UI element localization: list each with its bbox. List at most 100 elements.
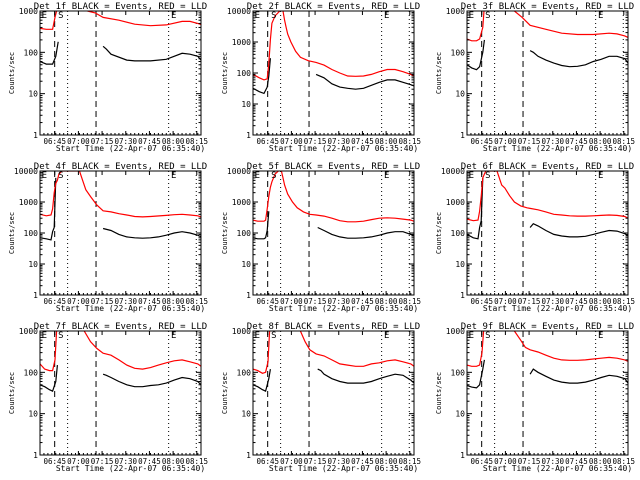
x-tick-label: 07:30 <box>541 297 564 306</box>
events-series-line <box>467 177 628 240</box>
y-tick-label: 1000 <box>19 7 38 16</box>
y-tick-label: 1 <box>33 451 38 460</box>
interval-marker-label: E <box>598 11 603 21</box>
x-tick-label: 07:00 <box>280 297 303 306</box>
interval-marker-label: E <box>42 11 47 21</box>
panel-2: Det 2f BLACK = Events, RED = LLD Counts/s… <box>221 2 421 153</box>
x-tick-label: 08:15 <box>185 137 208 146</box>
y-axis-label: Counts/sec <box>8 52 16 94</box>
panel-9: Det 9f BLACK = Events, RED = LLD Counts/s… <box>435 322 635 473</box>
x-tick-label: 07:30 <box>114 297 137 306</box>
x-tick-label: 06:45 <box>43 297 66 306</box>
interval-marker-label: E <box>384 331 389 341</box>
x-tick-label: 08:15 <box>185 297 208 306</box>
x-tick-label: 08:00 <box>375 137 398 146</box>
interval-marker-label: E <box>598 331 603 341</box>
y-tick-label: 1000 <box>446 198 465 207</box>
x-tick-label: 07:00 <box>494 137 517 146</box>
y-tick-label: 100 <box>451 229 466 238</box>
interval-marker-label: E <box>469 171 474 181</box>
x-tick-label: 07:30 <box>327 297 350 306</box>
interval-marker-label: S <box>485 11 490 21</box>
lld-series-line <box>40 11 201 30</box>
x-tick-label: 08:15 <box>185 457 208 466</box>
panel-title: Det 1f BLACK = Events, RED = LLD <box>34 2 207 12</box>
x-axis-label: Start Time (22-Apr-07 06:35:40) <box>56 464 205 473</box>
lld-series-line <box>253 171 414 223</box>
y-tick-label: 10 <box>241 410 251 419</box>
interval-marker-label: S <box>58 331 63 341</box>
interval-marker-label: S <box>271 11 276 21</box>
x-axis-label: Start Time (22-Apr-07 06:35:40) <box>56 144 205 153</box>
interval-marker-label: E <box>255 331 260 341</box>
y-tick-label: 10 <box>455 410 465 419</box>
x-tick-label: 08:15 <box>612 297 635 306</box>
y-tick-label: 10 <box>455 90 465 99</box>
y-axis-label: Counts/sec <box>435 52 443 94</box>
x-tick-label: 06:45 <box>43 457 66 466</box>
panel-title: Det 8f BLACK = Events, RED = LLD <box>247 322 420 332</box>
panel-title: Det 7f BLACK = Events, RED = LLD <box>34 322 207 332</box>
interval-marker-label: S <box>58 171 63 181</box>
panel-3: Det 3f BLACK = Events, RED = LLD Counts/s… <box>435 2 635 153</box>
x-tick-label: 07:30 <box>327 137 350 146</box>
x-tick-label: 07:45 <box>138 137 161 146</box>
y-tick-label: 100 <box>24 368 39 377</box>
x-axis-label: Start Time (22-Apr-07 06:35:40) <box>483 144 632 153</box>
y-axis-label: Counts/sec <box>221 372 229 414</box>
lld-series-line <box>40 331 201 372</box>
x-tick-label: 07:45 <box>351 457 374 466</box>
x-tick-label: 06:45 <box>256 137 279 146</box>
interval-marker-label: E <box>384 171 389 181</box>
panel-1: Det 1f BLACK = Events, RED = LLD Counts/s… <box>8 2 208 153</box>
x-tick-label: 07:00 <box>494 297 517 306</box>
x-tick-label: 07:15 <box>518 137 541 146</box>
events-series-line <box>253 211 414 240</box>
x-tick-label: 07:30 <box>114 137 137 146</box>
x-tick-label: 06:45 <box>470 457 493 466</box>
y-axis-label: Counts/sec <box>221 52 229 94</box>
x-tick-label: 07:15 <box>304 457 327 466</box>
y-tick-label: 1 <box>246 131 251 140</box>
interval-marker-label: S <box>485 331 490 341</box>
x-tick-label: 07:30 <box>327 457 350 466</box>
x-tick-label: 07:00 <box>67 297 90 306</box>
y-axis-label: Counts/sec <box>8 212 16 254</box>
y-tick-label: 1000 <box>232 38 251 47</box>
lld-series-line <box>253 331 414 374</box>
x-tick-label: 07:00 <box>494 457 517 466</box>
interval-marker-label: E <box>469 331 474 341</box>
y-tick-label: 10000 <box>227 7 251 16</box>
x-tick-label: 06:45 <box>256 457 279 466</box>
x-tick-label: 07:45 <box>138 457 161 466</box>
x-axis-label: Start Time (22-Apr-07 06:35:40) <box>483 464 632 473</box>
x-tick-label: 08:00 <box>162 297 185 306</box>
y-tick-label: 10000 <box>14 167 38 176</box>
lld-series-line <box>253 11 414 81</box>
events-series-line <box>467 39 628 71</box>
plot-frame <box>466 170 629 296</box>
plot-frame <box>39 330 202 456</box>
x-tick-label: 07:30 <box>541 137 564 146</box>
x-tick-label: 08:00 <box>589 297 612 306</box>
events-series-line <box>40 41 201 65</box>
y-tick-label: 1000 <box>446 327 465 336</box>
x-tick-label: 08:00 <box>375 297 398 306</box>
interval-marker-label: S <box>271 171 276 181</box>
y-tick-label: 1000 <box>232 198 251 207</box>
x-tick-label: 07:15 <box>518 297 541 306</box>
y-axis-label: Counts/sec <box>435 372 443 414</box>
x-tick-label: 08:15 <box>398 297 421 306</box>
x-tick-label: 07:45 <box>565 297 588 306</box>
x-tick-label: 06:45 <box>470 297 493 306</box>
x-tick-label: 07:45 <box>351 297 374 306</box>
x-axis-label: Start Time (22-Apr-07 06:35:40) <box>483 304 632 313</box>
y-tick-label: 100 <box>451 48 466 57</box>
x-axis-label: Start Time (22-Apr-07 06:35:40) <box>269 144 418 153</box>
y-axis-label: Counts/sec <box>435 212 443 254</box>
panel-8: Det 8f BLACK = Events, RED = LLD Counts/s… <box>221 322 421 473</box>
x-tick-label: 07:15 <box>91 137 114 146</box>
lld-series-line <box>467 171 628 222</box>
interval-marker-label: S <box>58 11 63 21</box>
